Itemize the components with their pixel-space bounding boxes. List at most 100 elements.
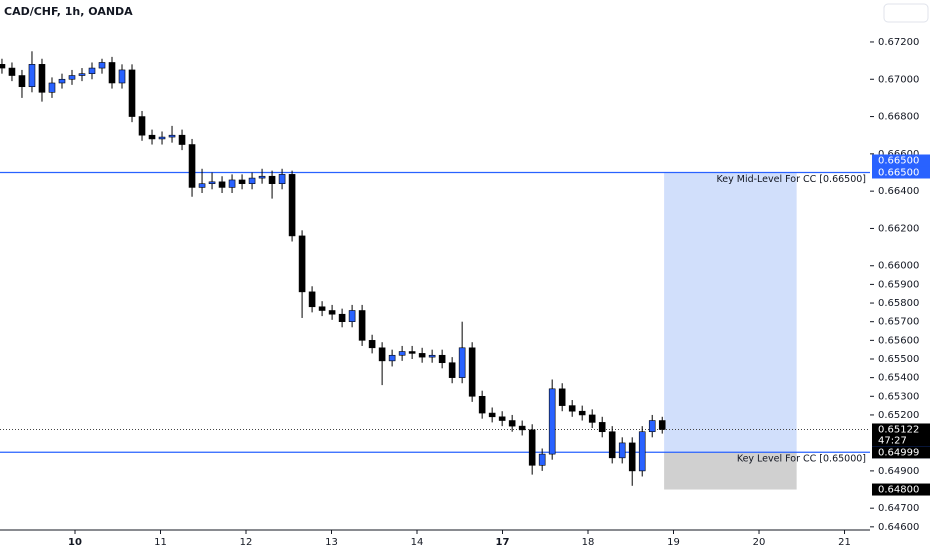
- candle-body: [248, 177, 256, 184]
- candle-body: [358, 310, 366, 341]
- y-tick-label: 0.66800: [878, 112, 919, 123]
- candle-body: [238, 179, 246, 184]
- x-tick-label: 17: [496, 537, 510, 548]
- candle-body: [448, 362, 456, 378]
- x-tick-label: 20: [753, 537, 766, 548]
- candle-body: [18, 75, 26, 88]
- candle-body: [568, 405, 576, 412]
- candle-body: [588, 414, 596, 423]
- candle-body: [628, 442, 636, 472]
- y-tick-label: 0.64900: [878, 466, 919, 477]
- candle-body: [648, 420, 656, 433]
- candle-body: [218, 181, 226, 188]
- x-tick-label: 14: [411, 537, 424, 548]
- candle-body: [148, 134, 156, 140]
- candle-body: [608, 431, 616, 459]
- candle-body: [8, 67, 16, 76]
- toolbar-box[interactable]: [883, 3, 929, 23]
- y-tick-label: 0.65200: [878, 410, 919, 421]
- candle-body: [538, 453, 546, 466]
- price-label-box: [872, 166, 930, 179]
- price-label-box: [872, 154, 930, 167]
- y-tick-label: 0.65300: [878, 391, 919, 402]
- candle-body: [388, 354, 396, 362]
- level-label: Key Level For CC [0.65000]: [737, 454, 866, 465]
- candle-body: [188, 144, 196, 188]
- candle-body: [638, 431, 646, 472]
- y-tick-label: 0.65500: [878, 354, 919, 365]
- candle-body: [508, 420, 516, 427]
- y-tick-label: 0.67000: [878, 74, 919, 85]
- candle-body: [288, 174, 296, 237]
- candle-body: [68, 75, 76, 80]
- x-tick-label: 12: [240, 537, 253, 548]
- candle-body: [208, 181, 216, 184]
- y-tick-label: 0.67200: [878, 37, 919, 48]
- x-tick-label: 11: [154, 537, 167, 548]
- x-tick-label: 21: [838, 537, 851, 548]
- candle-body: [0, 64, 6, 69]
- candle-body: [528, 429, 536, 466]
- candle-body: [318, 306, 326, 311]
- candle-body: [48, 82, 56, 93]
- candle-body: [328, 310, 336, 315]
- candle-body: [408, 351, 416, 354]
- candle-body: [548, 388, 556, 455]
- candle-body: [38, 64, 46, 93]
- candle-body: [618, 442, 626, 459]
- candle-body: [498, 416, 506, 421]
- candle-body: [488, 412, 496, 418]
- candle-body: [398, 351, 406, 356]
- candle-body: [578, 410, 586, 416]
- y-tick-label: 0.65600: [878, 335, 919, 346]
- price-label: 0.66500: [878, 156, 919, 167]
- price-countdown: 47:27: [878, 435, 907, 446]
- candle-body: [598, 422, 606, 433]
- candle-body: [308, 291, 316, 308]
- plot-area: Key Mid-Level For CC [0.66500] Key Level …: [0, 51, 870, 490]
- price-label-box: [872, 483, 930, 496]
- candle-body: [268, 175, 276, 184]
- price-label: 0.64800: [878, 485, 919, 496]
- candle-body: [458, 347, 466, 378]
- candle-body: [118, 69, 126, 84]
- candle-body: [518, 425, 526, 431]
- candle-body: [178, 134, 186, 145]
- chart-title: CAD/CHF, 1h, OANDA: [4, 5, 133, 18]
- zone: [664, 452, 797, 490]
- candle-body: [338, 313, 346, 322]
- x-tick-label: 19: [667, 537, 680, 548]
- y-tick-label: 0.64700: [878, 503, 919, 514]
- price-label: 0.66500: [878, 168, 919, 179]
- candle-body: [228, 179, 236, 188]
- y-tick-label: 0.65800: [878, 298, 919, 309]
- y-tick-label: 0.66000: [878, 261, 919, 272]
- candle-body: [128, 69, 136, 117]
- price-label: 0.64999: [878, 447, 919, 458]
- candle-body: [78, 73, 86, 76]
- candle-body: [258, 175, 266, 179]
- candle-body: [108, 62, 116, 84]
- candle-body: [378, 347, 386, 362]
- y-tick-label: 0.66400: [878, 186, 919, 197]
- candle-body: [348, 310, 356, 322]
- x-tick-label: 13: [325, 537, 338, 548]
- y-tick-label: 0.65400: [878, 373, 919, 384]
- candle-body: [28, 64, 36, 88]
- candle-body: [428, 354, 436, 358]
- candle-body: [58, 78, 66, 84]
- y-tick-label: 0.66200: [878, 223, 919, 234]
- price-label-box: [872, 446, 930, 459]
- candle-body: [478, 395, 486, 414]
- candle-body: [418, 353, 426, 358]
- x-tick-label: 10: [68, 537, 82, 548]
- candle-body: [438, 354, 446, 364]
- candle-body: [198, 183, 206, 188]
- y-tick-label: 0.65900: [878, 279, 919, 290]
- candle-body: [368, 340, 376, 349]
- candle-body: [98, 62, 106, 69]
- y-tick-label: 0.65700: [878, 317, 919, 328]
- candle-body: [278, 174, 286, 184]
- candle-body: [168, 134, 176, 138]
- x-tick-label: 18: [582, 537, 595, 548]
